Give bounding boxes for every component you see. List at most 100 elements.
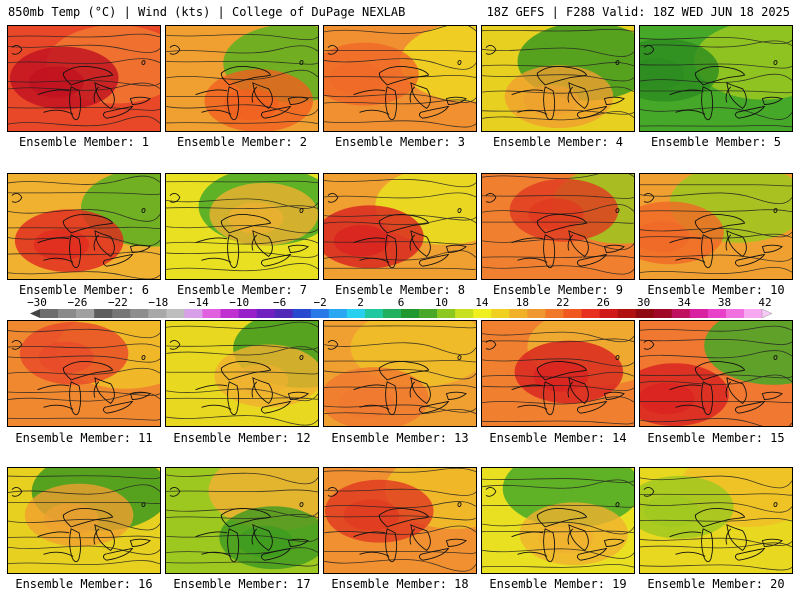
ensemble-map-panel <box>639 25 793 132</box>
colorbar-swatch <box>563 309 582 318</box>
colorbar-swatch <box>509 309 528 318</box>
colorbar-swatch <box>671 309 691 318</box>
colorbar-tick-label: 42 <box>758 296 772 309</box>
ensemble-map-panel <box>165 467 319 574</box>
temperature-field-map <box>166 26 318 131</box>
colorbar-swatch <box>328 309 348 318</box>
colorbar-swatch <box>401 309 420 318</box>
colorbar-tick-label: −26 <box>67 296 88 309</box>
temperature-field-map <box>324 174 476 279</box>
ensemble-member-label: Ensemble Member: 5 <box>650 135 782 149</box>
temperature-field-map <box>482 174 634 279</box>
colorbar-swatch <box>473 309 492 318</box>
ensemble-member-label: Ensemble Member: 20 <box>647 577 785 591</box>
colorbar-swatch <box>491 309 510 318</box>
ensemble-member-label: Ensemble Member: 12 <box>173 431 311 445</box>
colorbar-tick-label: 26 <box>596 296 610 309</box>
colorbar-swatch <box>635 309 654 318</box>
ensemble-member-label: Ensemble Member: 6 <box>18 283 150 297</box>
ensemble-member-label: Ensemble Member: 2 <box>176 135 308 149</box>
temperature-field-map <box>482 468 634 573</box>
colorbar-tick-label: −22 <box>107 296 128 309</box>
ensemble-map-panel <box>323 25 477 132</box>
temperature-field-map <box>640 26 792 131</box>
colorbar-swatch <box>76 309 95 318</box>
colorbar-tick-label: 6 <box>397 296 405 309</box>
temperature-field-map <box>8 174 160 279</box>
ensemble-map-panel <box>165 25 319 132</box>
colorbar-swatch <box>455 309 474 318</box>
colorbar-swatch <box>292 309 312 318</box>
temperature-field-map <box>166 321 318 426</box>
colorbar-tick-label: −6 <box>273 296 287 309</box>
ensemble-member-label: Ensemble Member: 18 <box>331 577 469 591</box>
model-run-info: 18Z GEFS | F288 Valid: 18Z WED JUN 18 20… <box>486 5 790 19</box>
colorbar-tick-label: 22 <box>556 296 570 309</box>
ensemble-map-panel <box>639 320 793 427</box>
temperature-field-map <box>324 321 476 426</box>
colorbar-swatch <box>274 309 293 318</box>
colorbar-swatch <box>743 309 763 318</box>
colorbar-swatch <box>58 309 77 318</box>
ensemble-map-panel <box>323 320 477 427</box>
ensemble-map-panel <box>7 25 161 132</box>
ensemble-map-panel <box>7 320 161 427</box>
colorbar-swatch <box>148 309 167 318</box>
temperature-field-map <box>324 26 476 131</box>
ensemble-map-panel <box>639 467 793 574</box>
colorbar-tick-label: −10 <box>229 296 250 309</box>
ensemble-member-label: Ensemble Member: 4 <box>492 135 624 149</box>
colorbar-min-arrow <box>30 309 40 318</box>
colorbar-tick-label: −2 <box>313 296 327 309</box>
colorbar-tick-label: 30 <box>637 296 651 309</box>
colorbar-max-arrow <box>761 309 772 318</box>
ensemble-member-label: Ensemble Member: 15 <box>647 431 785 445</box>
colorbar-swatch <box>382 309 402 318</box>
ensemble-map-panel <box>481 467 635 574</box>
colorbar-swatch <box>437 309 456 318</box>
ensemble-member-label: Ensemble Member: 1 <box>18 135 150 149</box>
ensemble-map-panel <box>481 25 635 132</box>
ensemble-member-label: Ensemble Member: 10 <box>647 283 785 297</box>
colorbar-swatch <box>202 309 221 318</box>
ensemble-member-label: Ensemble Member: 13 <box>331 431 469 445</box>
colorbar-tick-label: −18 <box>148 296 169 309</box>
colorbar-tick-label: 18 <box>515 296 529 309</box>
colorbar-swatch <box>184 309 203 318</box>
temperature-colorbar <box>30 309 772 318</box>
temperature-field-map <box>324 468 476 573</box>
colorbar-tick-label: 38 <box>717 296 732 309</box>
colorbar-swatch <box>256 309 275 318</box>
colorbar-tick-label: 2 <box>357 296 364 309</box>
colorbar-swatch <box>725 309 745 318</box>
temperature-field-map <box>8 321 160 426</box>
temperature-field-map <box>640 174 792 279</box>
ensemble-member-label: Ensemble Member: 14 <box>489 431 627 445</box>
colorbar-swatch <box>94 309 113 318</box>
temperature-field-map <box>482 26 634 131</box>
ensemble-map-panel <box>323 467 477 574</box>
ensemble-member-label: Ensemble Member: 8 <box>334 283 466 297</box>
colorbar-swatch <box>527 309 546 318</box>
temperature-field-map <box>166 468 318 573</box>
colorbar-swatch <box>707 309 727 318</box>
colorbar-swatch <box>617 309 636 318</box>
colorbar-swatch <box>130 309 149 318</box>
colorbar-swatch <box>364 309 384 318</box>
colorbar-tick-label: −14 <box>188 296 209 309</box>
colorbar-tick-label: 34 <box>677 296 691 309</box>
colorbar-swatch <box>599 309 618 318</box>
product-title: 850mb Temp (°C) | Wind (kts) | College o… <box>8 5 406 19</box>
temperature-field-map <box>640 468 792 573</box>
colorbar-swatch <box>220 309 239 318</box>
ensemble-map-panel <box>7 173 161 280</box>
ensemble-map-panel <box>481 320 635 427</box>
colorbar-swatch <box>689 309 709 318</box>
temperature-field-map <box>8 468 160 573</box>
ensemble-member-label: Ensemble Member: 16 <box>15 577 153 591</box>
ensemble-member-label: Ensemble Member: 3 <box>334 135 466 149</box>
temperature-field-map <box>482 321 634 426</box>
colorbar-swatch <box>310 309 330 318</box>
colorbar-swatch <box>545 309 564 318</box>
colorbar-tick-label: 10 <box>434 296 449 309</box>
